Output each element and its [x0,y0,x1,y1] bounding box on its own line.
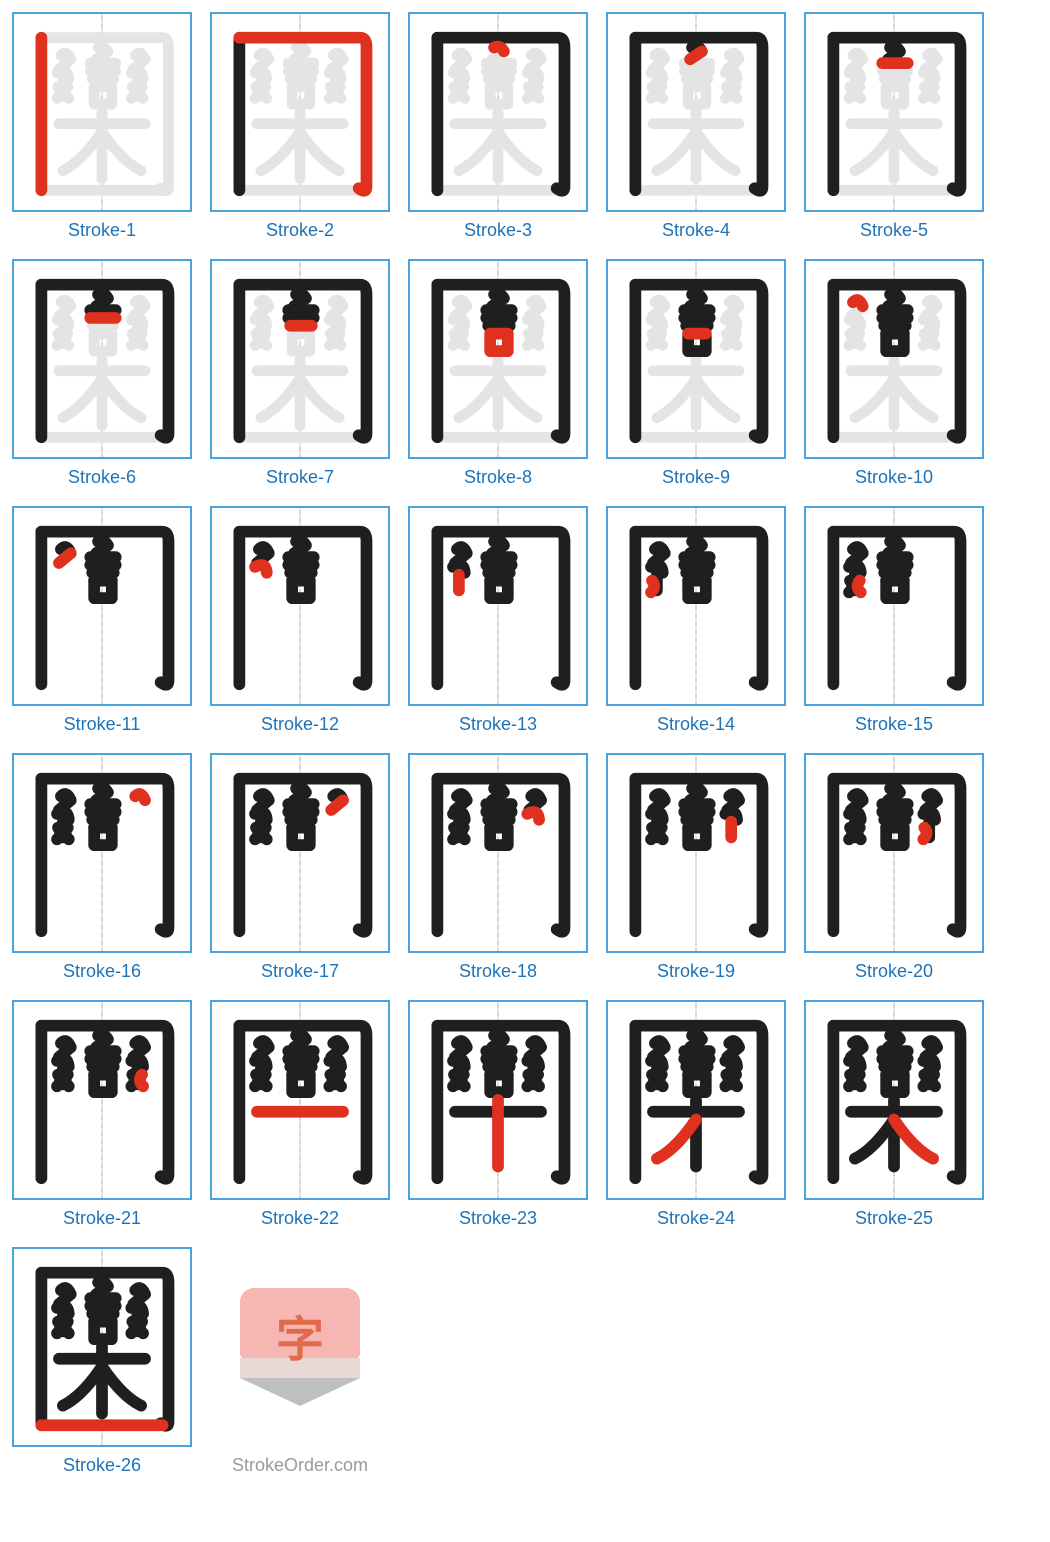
stroke-cell: Stroke-2 [210,12,390,241]
stroke-caption: Stroke-15 [855,714,933,735]
stroke-caption: Stroke-1 [68,220,136,241]
stroke-cell: Stroke-17 [210,753,390,982]
stroke-tile [408,259,588,459]
stroke-cell: Stroke-14 [606,506,786,735]
stroke-caption: Stroke-18 [459,961,537,982]
stroke-cell: Stroke-13 [408,506,588,735]
stroke-caption: Stroke-2 [266,220,334,241]
stroke-caption: Stroke-9 [662,467,730,488]
stroke-caption: Stroke-19 [657,961,735,982]
pencil-logo: 字 [210,1247,390,1447]
stroke-caption: Stroke-17 [261,961,339,982]
stroke-cell: Stroke-25 [804,1000,984,1229]
stroke-cell: Stroke-26 [12,1247,192,1476]
stroke-tile [12,1247,192,1447]
stroke-caption: Stroke-3 [464,220,532,241]
stroke-tile [210,753,390,953]
stroke-cell: Stroke-3 [408,12,588,241]
stroke-tile [804,259,984,459]
stroke-caption: Stroke-21 [63,1208,141,1229]
stroke-tile [804,506,984,706]
stroke-cell: Stroke-8 [408,259,588,488]
stroke-cell: Stroke-6 [12,259,192,488]
stroke-cell: Stroke-16 [12,753,192,982]
stroke-tile [606,259,786,459]
stroke-caption: Stroke-10 [855,467,933,488]
stroke-cell: Stroke-1 [12,12,192,241]
stroke-tile [804,1000,984,1200]
stroke-tile [606,12,786,212]
stroke-tile [606,753,786,953]
stroke-caption: Stroke-8 [464,467,532,488]
stroke-caption: Stroke-14 [657,714,735,735]
stroke-caption: Stroke-11 [64,714,141,735]
stroke-caption: Stroke-24 [657,1208,735,1229]
stroke-caption: Stroke-20 [855,961,933,982]
stroke-cell: Stroke-18 [408,753,588,982]
stroke-cell: Stroke-11 [12,506,192,735]
stroke-tile [606,506,786,706]
stroke-cell: Stroke-24 [606,1000,786,1229]
stroke-caption: Stroke-5 [860,220,928,241]
stroke-caption: Stroke-4 [662,220,730,241]
stroke-tile [210,1000,390,1200]
stroke-caption: Stroke-6 [68,467,136,488]
stroke-cell: Stroke-19 [606,753,786,982]
stroke-cell: Stroke-9 [606,259,786,488]
stroke-tile [210,506,390,706]
stroke-cell: Stroke-5 [804,12,984,241]
stroke-caption: Stroke-16 [63,961,141,982]
stroke-caption: Stroke-22 [261,1208,339,1229]
stroke-cell: Stroke-4 [606,12,786,241]
watermark-text: StrokeOrder.com [232,1455,368,1476]
stroke-cell: Stroke-7 [210,259,390,488]
stroke-caption: Stroke-23 [459,1208,537,1229]
stroke-tile [210,12,390,212]
stroke-caption: Stroke-12 [261,714,339,735]
stroke-tile [408,753,588,953]
stroke-caption: Stroke-26 [63,1455,141,1476]
brand-cell: 字 StrokeOrder.com [210,1247,390,1476]
stroke-cell: Stroke-21 [12,1000,192,1229]
stroke-cell: Stroke-20 [804,753,984,982]
stroke-tile [804,753,984,953]
stroke-cell: Stroke-10 [804,259,984,488]
stroke-order-grid: Stroke-1 Stroke-2 Stroke-3 Stroke-4 Stroke-5… [12,12,1038,1476]
stroke-tile [408,1000,588,1200]
stroke-tile [210,259,390,459]
stroke-tile [12,753,192,953]
stroke-cell: Stroke-23 [408,1000,588,1229]
logo-glyph: 字 [240,1300,360,1370]
stroke-caption: Stroke-7 [266,467,334,488]
stroke-tile [12,12,192,212]
stroke-cell: Stroke-22 [210,1000,390,1229]
stroke-tile [804,12,984,212]
stroke-cell: Stroke-15 [804,506,984,735]
stroke-tile [12,506,192,706]
stroke-tile [408,12,588,212]
stroke-cell: Stroke-12 [210,506,390,735]
stroke-tile [408,506,588,706]
stroke-tile [12,259,192,459]
stroke-caption: Stroke-13 [459,714,537,735]
stroke-tile [606,1000,786,1200]
stroke-tile [12,1000,192,1200]
stroke-caption: Stroke-25 [855,1208,933,1229]
